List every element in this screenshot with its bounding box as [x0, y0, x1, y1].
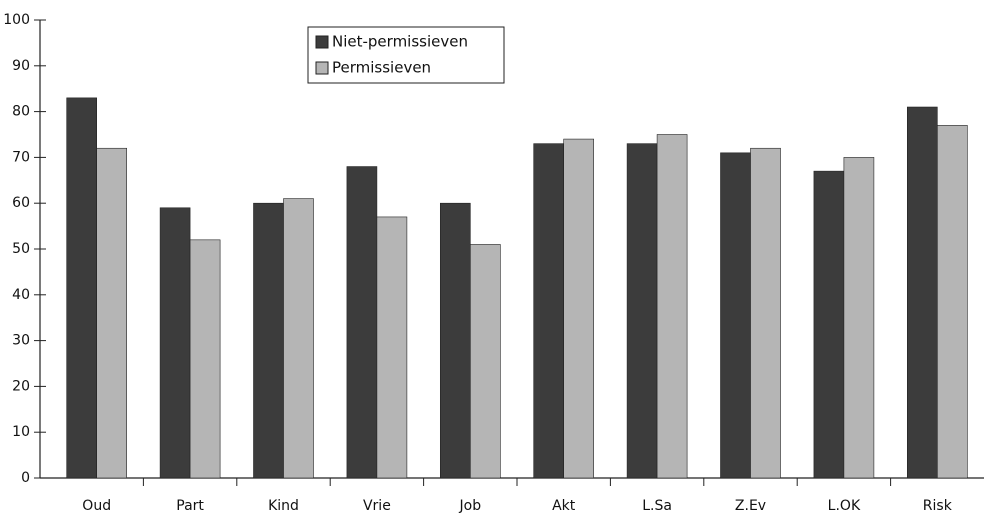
- bar: [66, 97, 97, 479]
- y-tick-label: 40: [12, 287, 30, 303]
- legend-swatch: [315, 35, 329, 49]
- x-tick-label: Kind: [268, 498, 299, 514]
- x-tick-label: Part: [176, 498, 204, 514]
- bar: [376, 216, 408, 479]
- x-tick-label: Akt: [552, 498, 576, 514]
- legend-label: Niet-permissieven: [332, 33, 468, 51]
- x-tick-label: L.Sa: [642, 498, 672, 514]
- bar: [563, 138, 595, 479]
- y-tick-label: 70: [12, 149, 30, 165]
- bar: [843, 157, 875, 479]
- bar: [469, 244, 501, 479]
- bar: [656, 134, 688, 479]
- y-tick-label: 100: [3, 12, 30, 28]
- x-tick-label: L.OK: [828, 498, 861, 514]
- y-tick-label: 30: [12, 333, 30, 349]
- bar: [906, 106, 938, 479]
- bar: [253, 202, 284, 479]
- bar: [626, 143, 658, 479]
- y-tick-label: 20: [12, 378, 30, 394]
- bar: [813, 170, 845, 479]
- x-tick-label: Risk: [923, 498, 953, 514]
- legend-label: Permissieven: [332, 59, 431, 77]
- x-tick-label: Oud: [82, 498, 111, 514]
- bar: [159, 207, 191, 479]
- bar: [96, 147, 127, 479]
- y-tick-label: 10: [12, 424, 30, 440]
- x-tick-label: Vrie: [363, 498, 391, 514]
- bar: [720, 152, 751, 479]
- y-tick-label: 0: [21, 470, 30, 486]
- x-tick-label: Z.Ev: [735, 498, 766, 514]
- bar: [346, 166, 378, 479]
- bar: [439, 202, 471, 479]
- bar: [283, 198, 314, 479]
- y-tick-label: 50: [12, 241, 30, 257]
- y-tick-label: 60: [12, 195, 30, 211]
- bar: [750, 147, 781, 479]
- bar: [533, 143, 565, 479]
- bar: [189, 239, 221, 479]
- legend-box: [307, 26, 505, 84]
- bar: [936, 125, 968, 479]
- y-tick-label: 80: [12, 104, 30, 120]
- legend-swatch: [315, 61, 329, 75]
- y-tick-label: 90: [12, 58, 30, 74]
- x-tick-label: Job: [459, 498, 482, 514]
